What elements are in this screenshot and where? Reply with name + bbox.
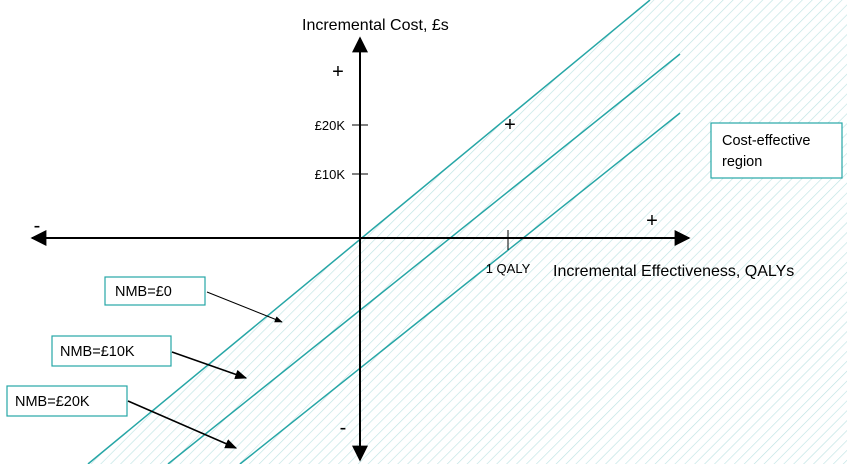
x-axis-label: Incremental Effectiveness, QALYs bbox=[553, 263, 794, 280]
nmb-10k-pointer-arrow bbox=[171, 351, 248, 379]
nmb-0-label-box bbox=[104, 276, 206, 306]
bottom-minus-sign: - bbox=[340, 417, 347, 439]
nmb-10k-label: NMB=£10K bbox=[60, 344, 135, 360]
nmb-10k-label-box bbox=[51, 335, 172, 367]
top-plus-sign: + bbox=[332, 61, 344, 83]
nmb-0-pointer-arrow bbox=[206, 291, 283, 323]
nmb-20k-label: NMB=£20K bbox=[15, 394, 90, 410]
nmb-20k-pointer-arrow bbox=[127, 400, 238, 449]
y-tick-label-10k: £10K bbox=[315, 167, 346, 182]
y-tick-label-20k: £20K bbox=[315, 118, 346, 133]
cost-effective-region-shading bbox=[88, 0, 847, 464]
right-plus-sign: + bbox=[646, 210, 658, 232]
nmb-0-label: NMB=£0 bbox=[115, 284, 172, 300]
nmb-10k-line bbox=[167, 53, 681, 464]
point-marker: + bbox=[504, 114, 516, 136]
cost-effective-region-label-line2: region bbox=[722, 154, 762, 170]
y-axis-label: Incremental Cost, £s bbox=[302, 17, 449, 34]
x-tick-label-1-qaly: 1 QALY bbox=[486, 261, 531, 276]
nmb-20k-line bbox=[239, 112, 681, 464]
nmb-20k-label-box bbox=[6, 385, 128, 417]
left-minus-sign: - bbox=[34, 215, 41, 237]
cost-effective-region-label-line1: Cost-effective bbox=[722, 133, 810, 149]
cost-effective-region-box bbox=[710, 122, 843, 179]
